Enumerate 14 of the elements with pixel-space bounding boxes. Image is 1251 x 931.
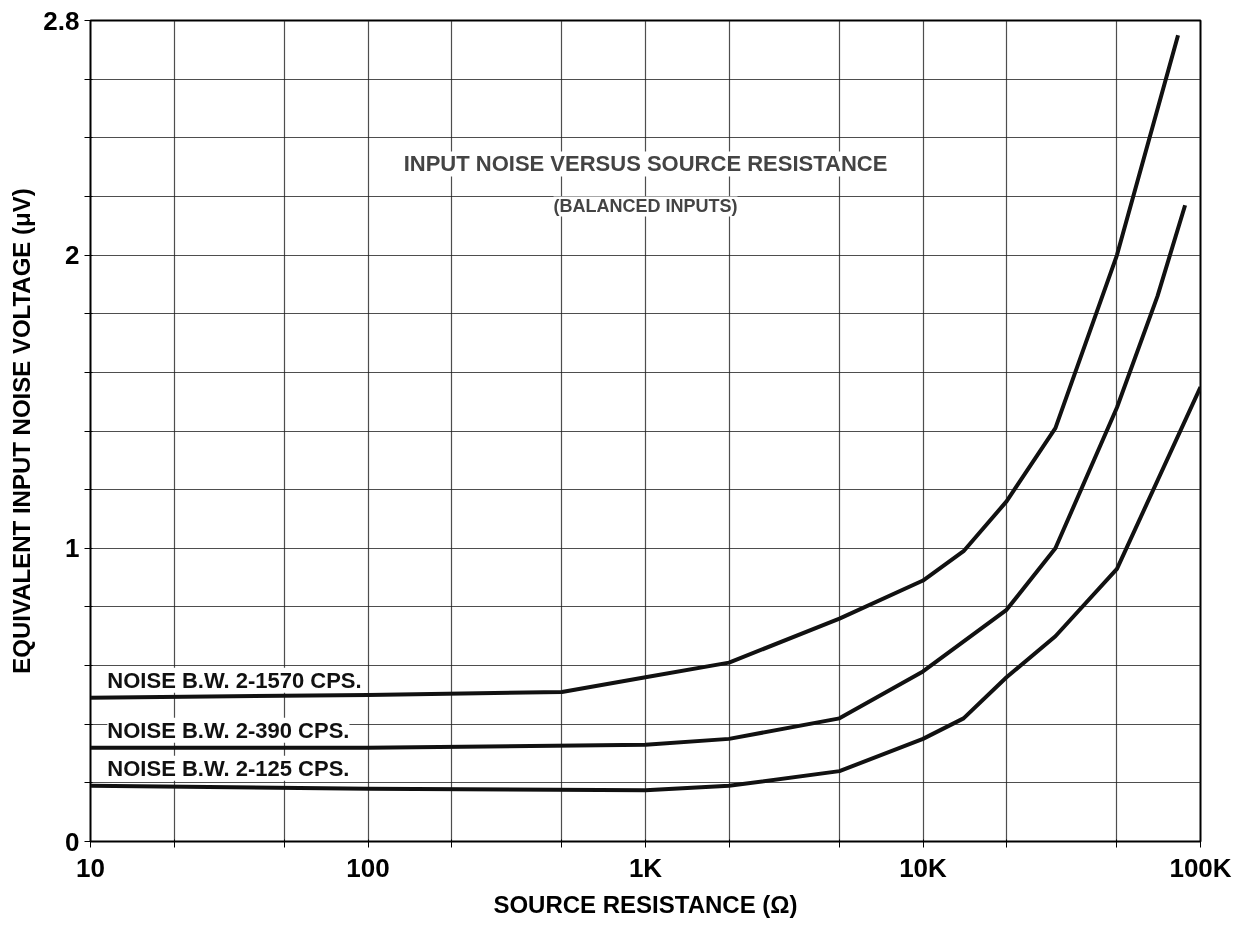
- y-axis-title: EQUIVALENT INPUT NOISE VOLTAGE (μV): [8, 188, 36, 674]
- x-tick-label: 1K: [628, 852, 663, 883]
- x-axis-title: SOURCE RESISTANCE (Ω): [493, 890, 798, 918]
- y-tick-label: 1: [65, 533, 80, 564]
- x-tick-label: 10K: [899, 852, 948, 883]
- text: (BALANCED INPUTS): [553, 196, 738, 217]
- series-label: NOISE B.W. 2-1570 CPS.: [107, 667, 362, 693]
- y-tick-label: 2.8: [43, 5, 80, 36]
- x-tick-label: 100K: [1169, 852, 1232, 883]
- series-label: NOISE B.W. 2-390 CPS.: [107, 717, 350, 743]
- text: INPUT NOISE VERSUS SOURCE RESISTANCE: [403, 151, 888, 177]
- series-label: NOISE B.W. 2-125 CPS.: [107, 755, 350, 781]
- x-tick-label: 100: [346, 852, 390, 883]
- y-tick-label: 2: [65, 240, 80, 271]
